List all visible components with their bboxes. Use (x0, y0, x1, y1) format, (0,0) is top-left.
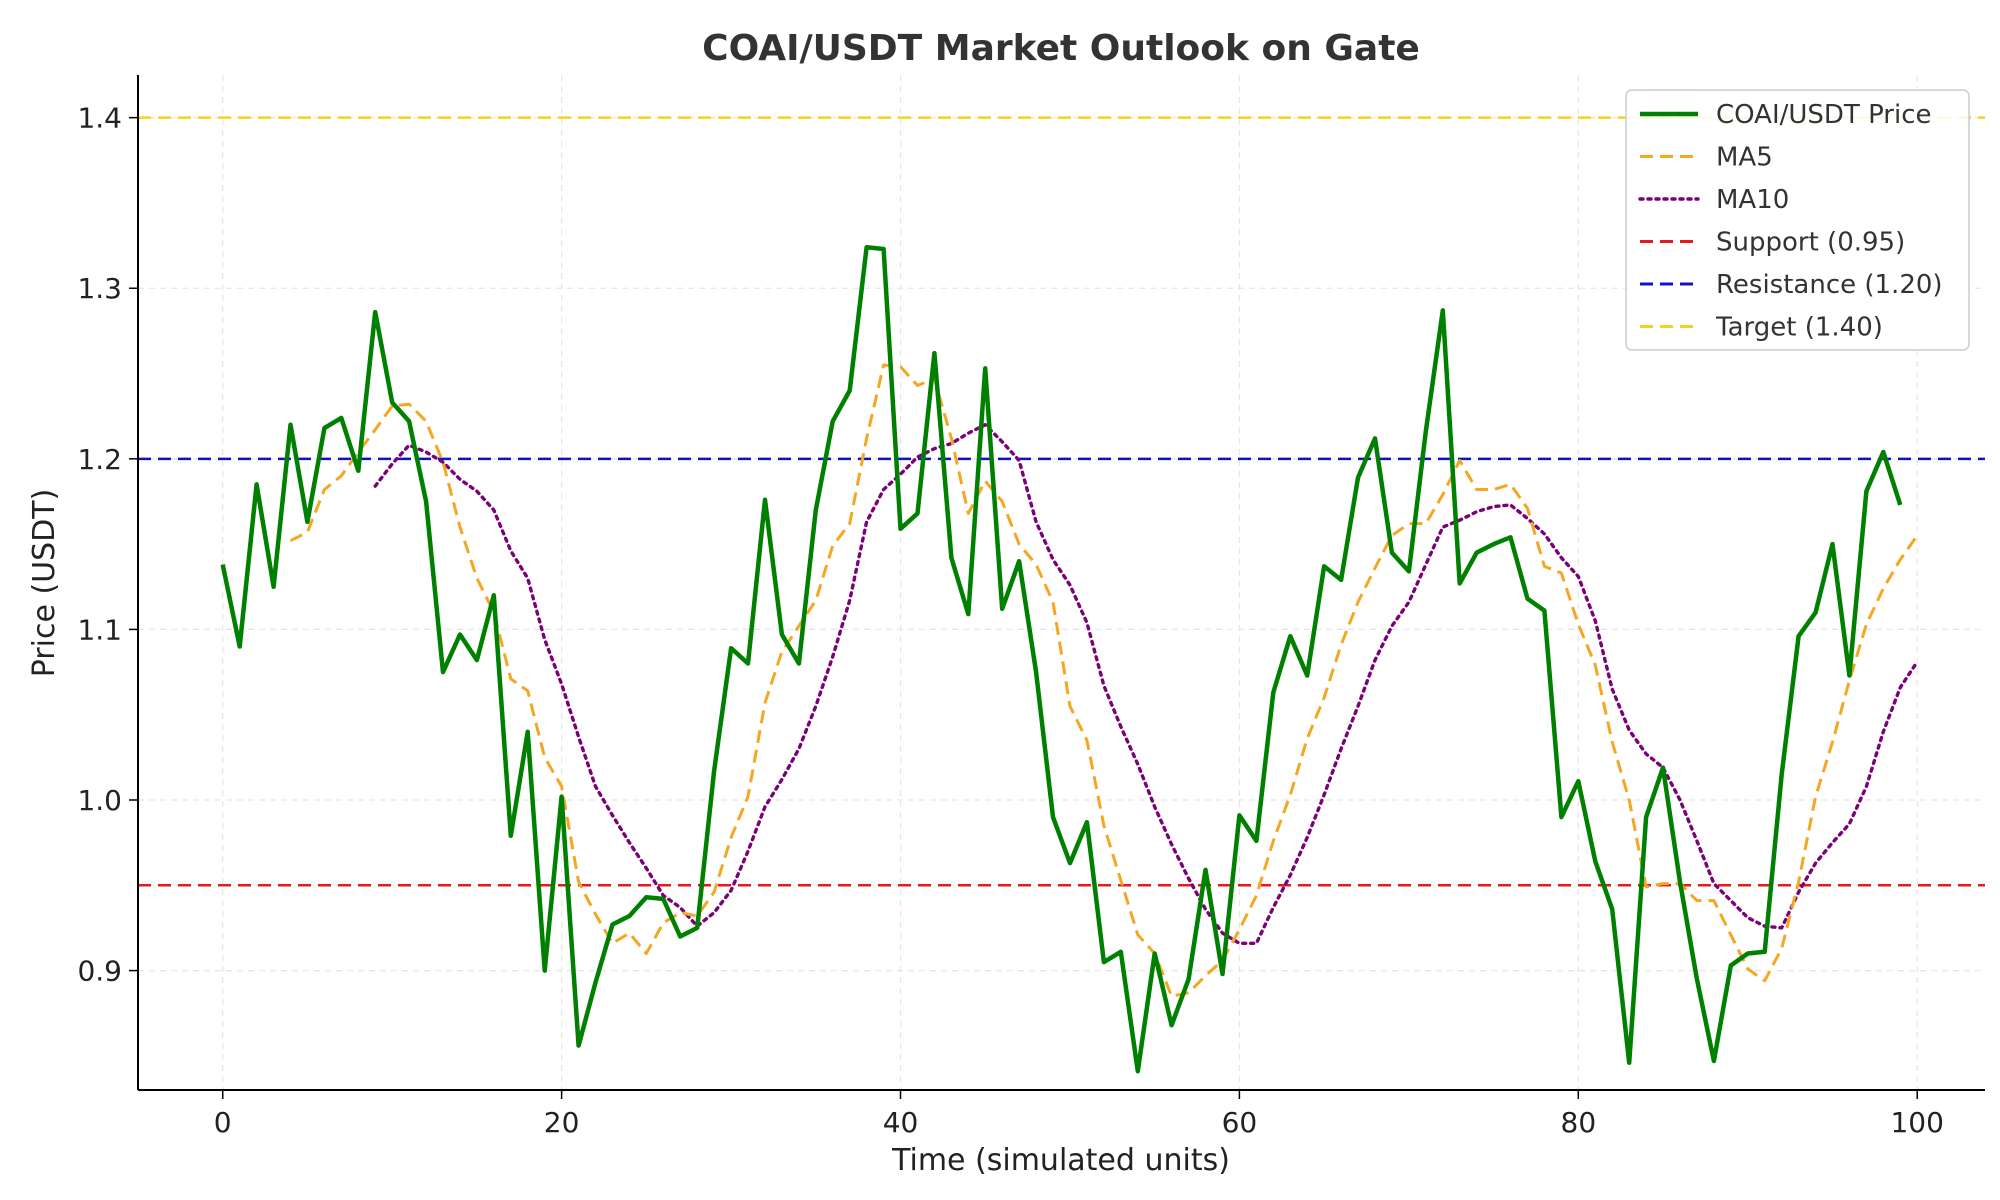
y-tick-label: 1.2 (77, 443, 122, 476)
y-tick-label: 0.9 (77, 955, 122, 988)
legend-box (1625, 89, 1970, 351)
x-tick-label: 20 (544, 1106, 580, 1139)
series-lines (220, 245, 1919, 1074)
x-axis-label: Time (simulated units) (891, 1143, 1230, 1178)
x-tick-label: 0 (214, 1106, 232, 1139)
legend-label-ma10: MA10 (1716, 185, 1789, 215)
y-axis-label: Price (USDT) (27, 489, 62, 678)
x-ticks: 0 20 40 60 80 100 (214, 1090, 1944, 1139)
legend-label-target-1-40: Target (1.40) (1715, 313, 1883, 343)
axes (137, 75, 1985, 1091)
coai-usdt-price-series-line (220, 245, 1903, 1074)
legend-label-coai-usdt-price: COAI/USDT Price (1716, 100, 1932, 130)
y-tick-label: 1.1 (77, 613, 122, 646)
legend: COAI/USDT Price MA5 MA10 Support (0.95) Resi… (1625, 89, 1970, 351)
y-tick-label: 1.0 (77, 784, 122, 817)
ma10-series-line (373, 423, 1919, 945)
x-tick-label: 80 (1561, 1106, 1597, 1139)
legend-label-resistance-1-20: Resistance (1.20) (1716, 270, 1943, 300)
x-tick-label: 40 (883, 1106, 919, 1139)
y-tick-label: 1.4 (77, 102, 122, 135)
x-tick-label: 60 (1222, 1106, 1258, 1139)
y-ticks: 0.9 1.0 1.1 1.2 1.3 1.4 (77, 102, 138, 988)
y-tick-label: 1.3 (77, 272, 122, 305)
ma5-series-line (289, 363, 1919, 998)
reference-lines (138, 116, 1985, 887)
legend-label-ma5: MA5 (1716, 143, 1773, 173)
chart-title: COAI/USDT Market Outlook on Gate (702, 28, 1420, 69)
legend-label-support-0-95: Support (0.95) (1716, 228, 1905, 258)
x-tick-label: 100 (1890, 1106, 1943, 1139)
